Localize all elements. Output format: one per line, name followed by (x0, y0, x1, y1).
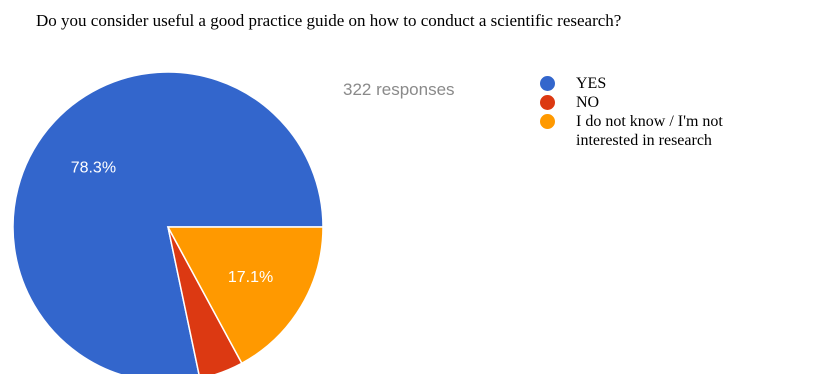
legend-item-unknown[interactable]: I do not know / I'm not interested in re… (540, 112, 766, 150)
legend-label-unknown: I do not know / I'm not interested in re… (576, 113, 723, 149)
pie-label-yes: 78.3% (71, 159, 116, 176)
chart-title: Do you consider useful a good practice g… (36, 11, 622, 30)
legend-item-yes[interactable]: YES (540, 74, 766, 93)
pie-slice-unknown[interactable] (166, 226, 324, 365)
legend-label-no: NO (576, 94, 600, 111)
legend: YES NO I do not know / I'm not intereste… (540, 74, 766, 150)
response-count: 322 responses (343, 80, 455, 99)
legend-swatch-unknown (540, 114, 555, 129)
pie-slice-yes[interactable] (12, 71, 324, 374)
legend-item-no[interactable]: NO (540, 93, 766, 112)
legend-label-yes: YES (576, 75, 607, 92)
legend-swatch-no (540, 95, 555, 110)
pie-label-unknown: 17.1% (228, 269, 273, 286)
legend-swatch-yes (540, 76, 555, 91)
